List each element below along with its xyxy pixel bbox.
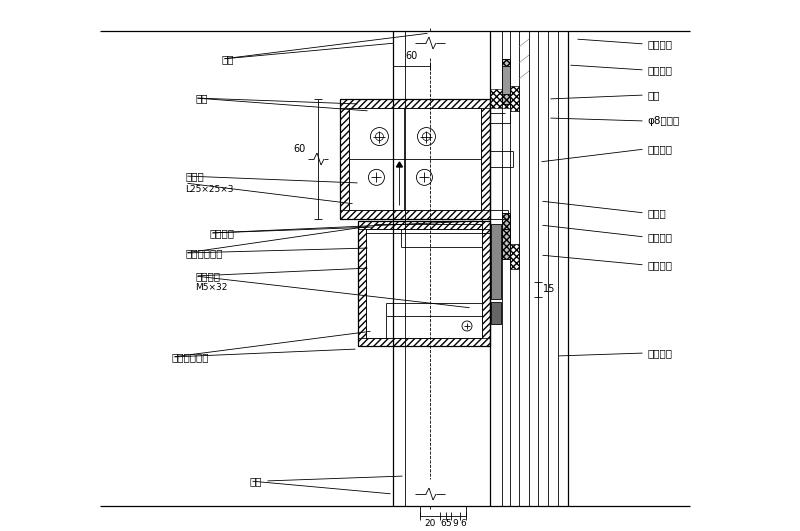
Bar (340, 210, 490, 219)
Bar (482, 229, 490, 338)
Text: 开启扇固定框: 开启扇固定框 (185, 248, 222, 258)
Bar (502, 59, 510, 104)
Bar (349, 108, 481, 210)
Text: 铝角码: 铝角码 (185, 171, 204, 181)
Text: 60: 60 (406, 51, 418, 61)
Text: 6: 6 (440, 519, 446, 528)
Text: 60: 60 (294, 144, 306, 154)
Text: 横架: 横架 (195, 93, 207, 103)
Text: 15: 15 (543, 285, 555, 295)
Bar (358, 229, 366, 338)
Bar (358, 221, 490, 229)
Bar (502, 214, 510, 259)
Text: 中空玻璃: 中空玻璃 (647, 39, 672, 49)
Text: 20: 20 (424, 519, 436, 528)
Text: 结构胶: 结构胶 (647, 208, 666, 218)
Bar (510, 86, 519, 111)
Bar (491, 224, 501, 299)
Text: φ8泡泫条: φ8泡泫条 (647, 116, 679, 126)
Bar (502, 214, 510, 259)
Text: 玻璃刷框: 玻璃刷框 (647, 348, 672, 358)
Text: 压板: 压板 (647, 90, 659, 100)
Text: 9: 9 (453, 519, 458, 528)
Bar (502, 66, 510, 94)
Bar (502, 213, 510, 229)
Bar (490, 89, 510, 108)
Text: 立柱: 立柱 (250, 476, 262, 486)
Text: 胶垫: 胶垫 (222, 54, 234, 64)
Bar (340, 99, 490, 219)
Bar (482, 219, 490, 233)
Bar (510, 244, 519, 269)
Bar (502, 213, 510, 229)
Text: M5×32: M5×32 (195, 284, 227, 293)
Bar (340, 108, 349, 210)
Text: 双面胶贴: 双面胶贴 (647, 260, 672, 270)
Text: L25×25×3: L25×25×3 (185, 184, 234, 193)
Text: 6: 6 (460, 519, 466, 528)
Bar (366, 229, 482, 338)
Text: 玻璃刷框: 玻璃刷框 (647, 65, 672, 75)
Polygon shape (397, 162, 402, 167)
Bar (481, 108, 490, 210)
Bar (358, 338, 490, 346)
Text: 密封胶条: 密封胶条 (647, 232, 672, 242)
Bar (502, 59, 510, 104)
Bar (358, 221, 490, 346)
Text: 圆头螺钉: 圆头螺钉 (195, 271, 220, 281)
Text: 5: 5 (446, 519, 451, 528)
Bar (491, 302, 501, 324)
Text: 圆头螺钉: 圆头螺钉 (647, 144, 672, 154)
Bar (340, 99, 490, 108)
Text: 横梁盖板: 横梁盖板 (210, 228, 235, 238)
Text: 开启扇活动框: 开启扇活动框 (172, 352, 210, 362)
